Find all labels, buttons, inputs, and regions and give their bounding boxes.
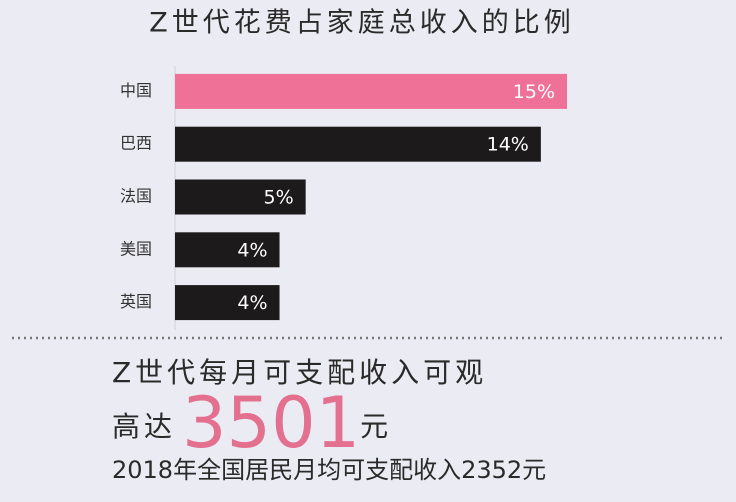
value-label: 14% (487, 134, 529, 156)
note: 2018年全国居民月均可支配收入2352元 (112, 456, 546, 484)
value-label: 15% (513, 81, 555, 103)
chart-title: Z世代花费占家庭总收入的比例 (149, 8, 575, 39)
category-label: 英国 (120, 292, 152, 311)
category-label: 中国 (120, 81, 152, 100)
category-label: 美国 (120, 239, 152, 258)
category-label: 法国 (120, 187, 152, 206)
unit: 元 (360, 410, 388, 443)
bar (175, 73, 567, 109)
amount-line: 高达3501元 (112, 382, 388, 464)
value-label: 5% (264, 187, 294, 209)
bar (175, 232, 280, 268)
amount: 3501 (182, 382, 360, 464)
bar (175, 179, 306, 215)
value-label: 4% (237, 239, 267, 261)
bar (175, 285, 280, 321)
category-label: 巴西 (120, 134, 152, 153)
value-label: 4% (237, 292, 267, 314)
bar (175, 126, 541, 162)
headline: Z世代每月可支配收入可观 (112, 356, 487, 389)
prefix: 高达 (112, 410, 176, 443)
